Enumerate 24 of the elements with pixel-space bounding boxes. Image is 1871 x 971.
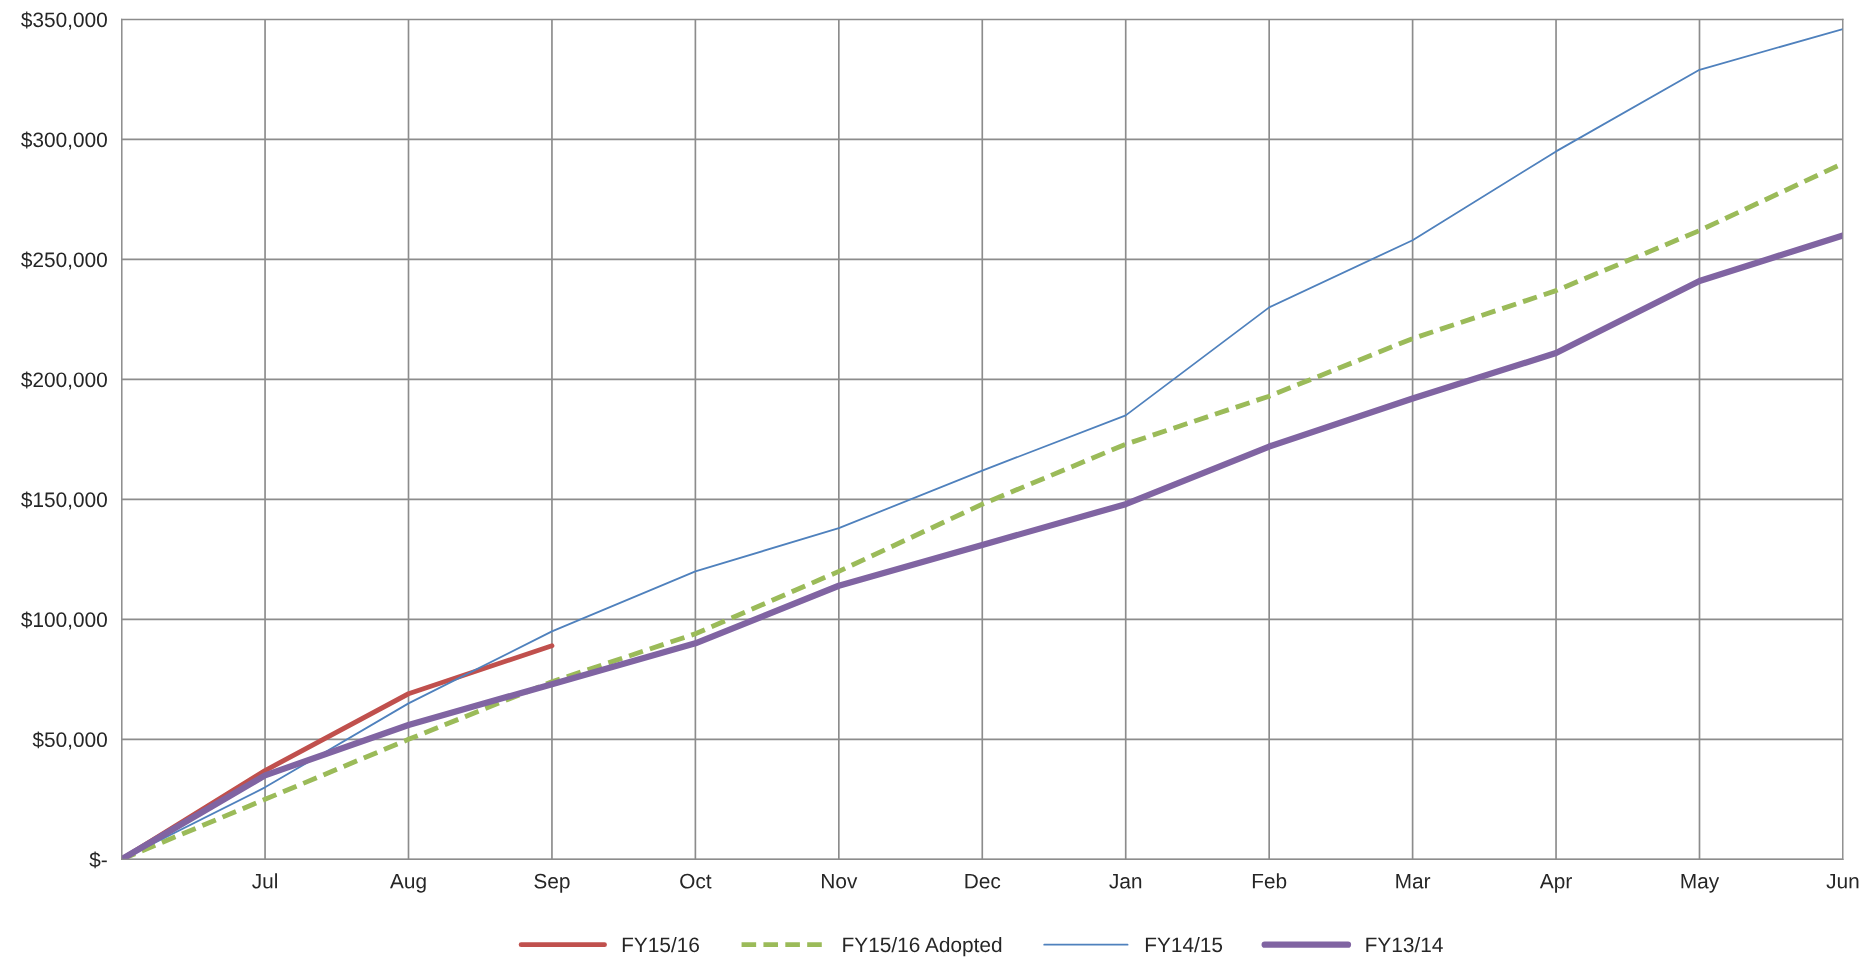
legend-label: FY13/14 — [1366, 936, 1443, 953]
x-tick-label: Jul — [252, 873, 277, 889]
x-tick-label: Jun — [1826, 873, 1859, 889]
y-tick-label: $100,000 — [21, 611, 107, 630]
x-tick-label: Dec — [965, 873, 1001, 889]
x-tick-label: Oct — [680, 873, 712, 889]
x-tick-label: Mar — [1396, 873, 1431, 889]
x-tick-label: Apr — [1539, 873, 1572, 893]
x-tick-label: Feb — [1252, 873, 1287, 889]
legend-label: FY15/16 — [622, 936, 699, 953]
y-tick-label: $200,000 — [21, 371, 107, 390]
x-tick-label: Nov — [822, 873, 858, 889]
x-tick-label: Sep — [534, 873, 570, 893]
y-tick-label: $350,000 — [21, 11, 107, 30]
y-tick-label: $250,000 — [21, 251, 107, 270]
y-tick-label: $50,000 — [32, 731, 107, 750]
legend-label: FY14/15 — [1145, 936, 1223, 953]
x-tick-label: Aug — [390, 873, 426, 893]
y-tick-label: $- — [89, 851, 107, 869]
y-tick-label: $150,000 — [21, 491, 107, 510]
x-tick-label: May — [1681, 873, 1720, 893]
y-tick-label: $300,000 — [21, 131, 107, 150]
x-tick-label: Jan — [1109, 873, 1142, 889]
legend-label: FY15/16 Adopted — [843, 936, 1002, 957]
